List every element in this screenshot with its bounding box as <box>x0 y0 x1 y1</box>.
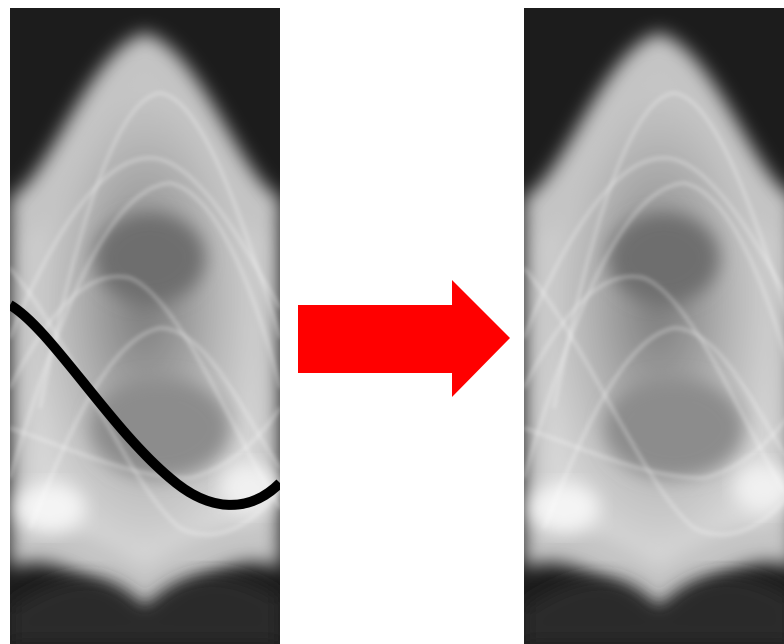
page: {} <box>0 0 784 644</box>
sinogram-restored <box>524 8 784 644</box>
arrow <box>298 280 510 397</box>
figure <box>0 0 784 644</box>
sinogram-with-trace <box>10 8 280 644</box>
